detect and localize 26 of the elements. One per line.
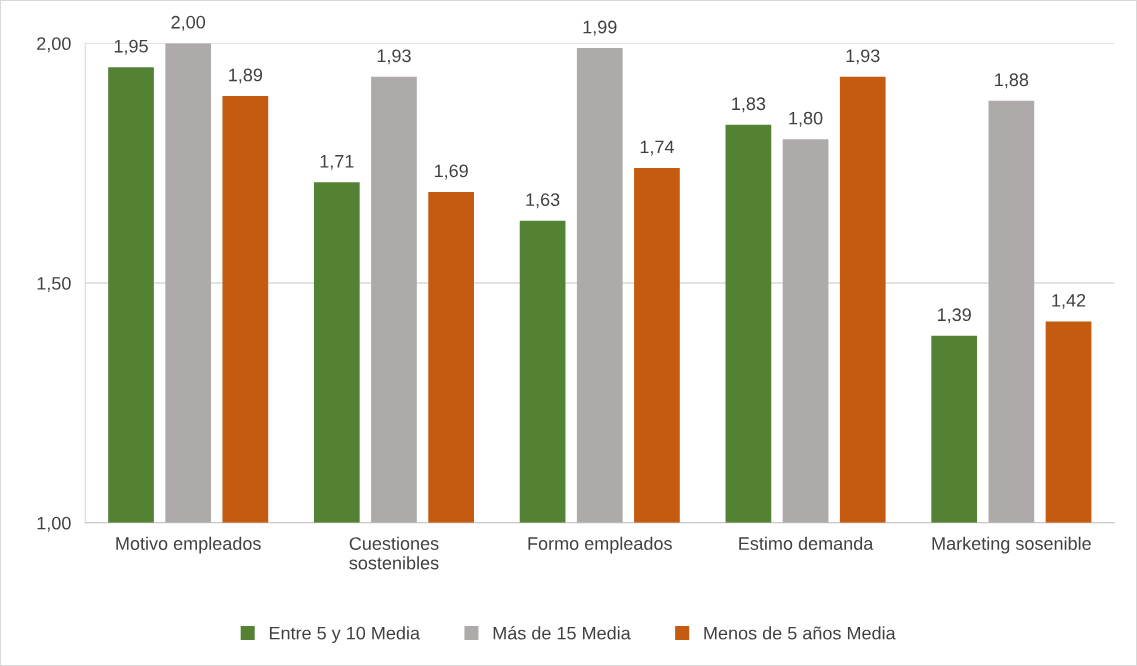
y-tick-label: 1,50 (37, 276, 71, 292)
data-label: 1,83 (732, 97, 766, 113)
data-label: 1,80 (789, 111, 823, 127)
x-tick-label: Marketing sosenible (932, 536, 1091, 554)
x-tick-label: Formo empleados (528, 536, 672, 554)
legend-label: Menos de 5 años Media (704, 626, 896, 640)
data-label: 1,42 (1052, 293, 1086, 309)
data-label: 1,93 (377, 49, 411, 65)
legend-label: Más de 15 Media (493, 626, 631, 640)
data-label: 1,71 (320, 155, 354, 170)
data-label: 1,93 (846, 49, 880, 65)
x-tick-label: Estimo demanda (739, 536, 874, 550)
legend-label: Entre 5 y 10 Media (269, 626, 420, 644)
data-label: 1,74 (640, 140, 674, 156)
data-label: 1,99 (583, 20, 617, 36)
data-label: 2,00 (171, 15, 206, 31)
data-label: 1,88 (995, 73, 1029, 89)
data-label: 1,69 (434, 164, 468, 180)
data-label: 1,95 (114, 39, 148, 55)
data-label: 1,39 (938, 308, 971, 324)
x-tick-label: Motivo empleados (116, 536, 261, 554)
data-label: 1,89 (229, 68, 263, 84)
y-tick-label: 2,00 (37, 37, 71, 53)
data-label: 1,63 (526, 193, 560, 209)
y-tick-label: 1,00 (37, 516, 71, 532)
x-tick-label: Cuestiones sostenibles (349, 536, 439, 570)
